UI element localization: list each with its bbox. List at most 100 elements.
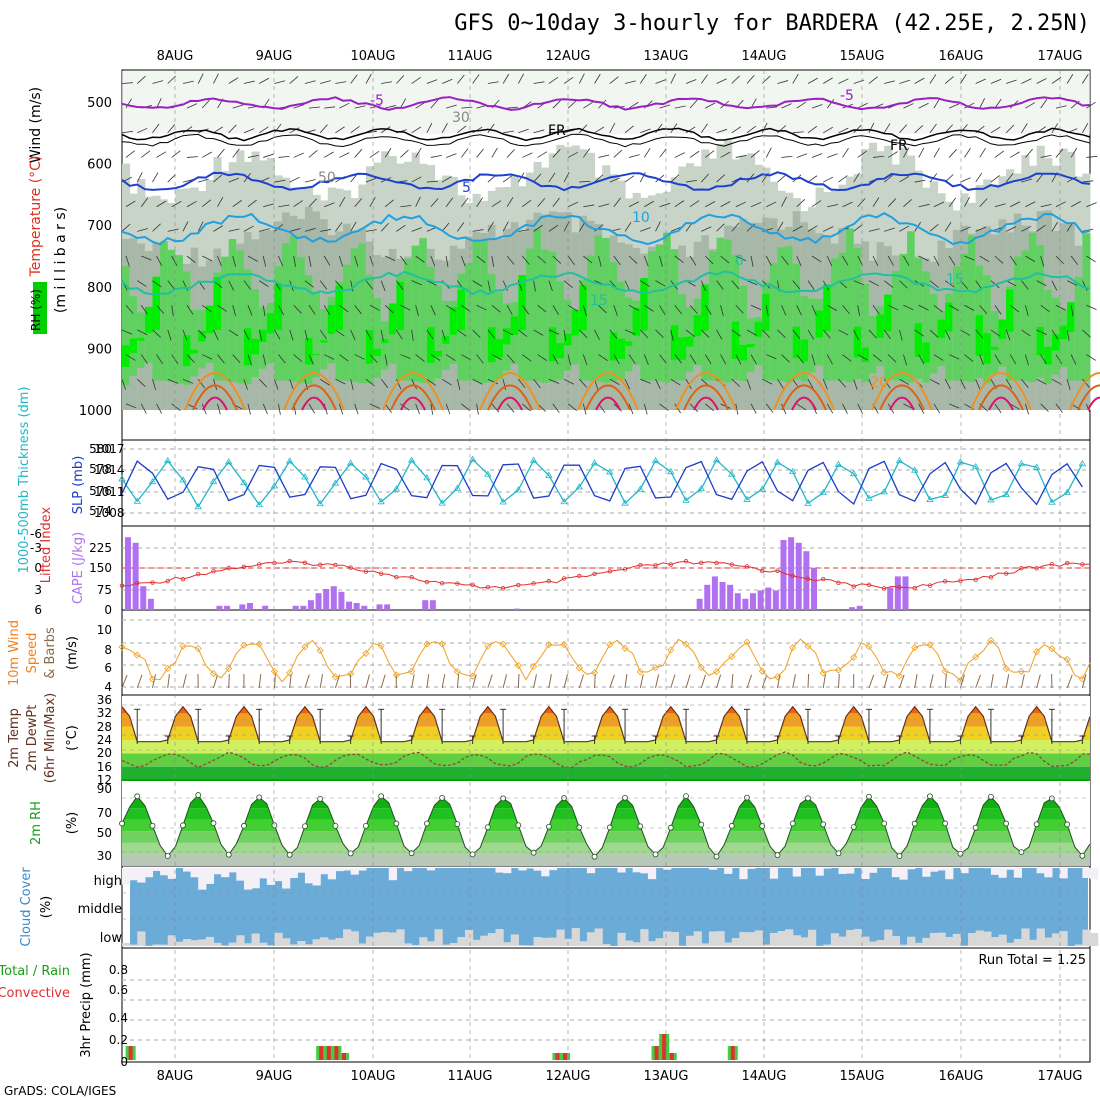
- cloud-high-cell: [1013, 868, 1023, 878]
- thk-marker: [255, 500, 263, 508]
- wind-barb: [507, 106, 519, 109]
- cloud-low-cell: [914, 942, 923, 946]
- cloud-high-cell: [541, 868, 550, 877]
- rh-green-cell: [914, 258, 923, 379]
- rh-marker: [484, 824, 491, 831]
- contour-30: [889, 396, 915, 411]
- wind-barb: [201, 199, 212, 208]
- cape-bar: [330, 586, 337, 610]
- cape-bar: [132, 542, 139, 610]
- cloud-low-cell: [579, 941, 588, 946]
- wind-barb: [1082, 180, 1094, 183]
- rh-green-cell: [152, 283, 161, 381]
- wind-barb: [933, 354, 944, 361]
- wind-tick: 6: [104, 661, 112, 675]
- wind-barb: [537, 304, 547, 313]
- thk-marker: [148, 477, 157, 485]
- upper-tick: 600: [87, 158, 112, 173]
- cape-bar: [361, 605, 368, 610]
- cloud-low-cell: [830, 933, 840, 946]
- rh-green-cell: [358, 243, 367, 384]
- rh-marker: [927, 793, 933, 800]
- cloud-low-cell: [533, 937, 542, 946]
- wind-barb: [339, 255, 344, 267]
- wind-barb: [323, 151, 334, 158]
- wind-barb: [400, 304, 411, 311]
- wind-barb: [1082, 378, 1090, 388]
- wind-barb: [430, 198, 439, 207]
- wind-barb-10m: [411, 674, 415, 689]
- wind-barb: [914, 179, 926, 183]
- temp-ylabel-2: 2m DewPt: [25, 705, 40, 772]
- wind-barb: [339, 196, 346, 207]
- wind-barb: [674, 152, 685, 158]
- rh-marker: [698, 821, 705, 828]
- wind-barb: [826, 255, 833, 267]
- wind-barb: [933, 255, 940, 266]
- wind-barb: [411, 126, 422, 134]
- wind-barb: [121, 223, 131, 232]
- thk-marker: [438, 499, 446, 506]
- wind-barb: [975, 78, 986, 84]
- wind-barb: [411, 227, 423, 232]
- wind-barb: [323, 255, 331, 266]
- cloud-low-cell: [556, 929, 565, 946]
- wind-barb: [944, 221, 952, 232]
- cloud-low-cell: [1036, 928, 1045, 946]
- wind-barb: [872, 155, 884, 158]
- wind-barb: [262, 305, 266, 317]
- wind-barb: [319, 124, 328, 134]
- cloud-low-cell: [259, 942, 268, 946]
- rh-bright-cell: [266, 313, 275, 334]
- wind-barb: [838, 175, 848, 183]
- wind-barb: [960, 226, 971, 232]
- wind-barb: [960, 280, 969, 290]
- cloud-high-cell: [350, 868, 359, 875]
- rh-green-cell: [320, 309, 329, 370]
- rh-green-cell: [434, 285, 443, 379]
- wind-barb: [426, 79, 438, 84]
- wind-barb: [670, 226, 682, 232]
- wind-barb: [461, 148, 469, 158]
- wind-barb: [472, 378, 483, 385]
- cloud-low-cell: [175, 941, 184, 946]
- rh-green-cell: [571, 309, 580, 365]
- cloud-high-cell: [259, 868, 268, 879]
- wind-marker: [225, 665, 233, 673]
- rh-bright-cell: [320, 340, 329, 343]
- wind-barb: [979, 354, 984, 366]
- rh-marker: [1003, 820, 1010, 827]
- wind-barb: [1005, 280, 1017, 287]
- li-line: [122, 560, 1091, 590]
- rh-marker: [911, 820, 918, 827]
- cape-bar: [307, 600, 314, 610]
- wind-barb: [289, 176, 300, 183]
- rh-green-cell: [1036, 245, 1045, 378]
- wind-barb: [533, 280, 536, 292]
- wind-barb: [853, 124, 862, 134]
- wind-barb: [293, 305, 302, 314]
- wind-barb: [293, 104, 305, 109]
- cloud-high-cell: [823, 868, 832, 869]
- rh-green-cell: [251, 289, 260, 377]
- wind-barb: [400, 255, 408, 266]
- date-label-bottom: 10AUG: [350, 1069, 395, 1084]
- wind-marker: [941, 667, 949, 676]
- wind-barb: [197, 221, 204, 232]
- rh-bright-cell: [442, 335, 451, 344]
- wind-barb: [716, 223, 725, 232]
- contour-20: [283, 372, 345, 411]
- cloud-low-cell: [274, 932, 283, 946]
- rh-bright-cell: [495, 339, 504, 358]
- wind-barb: [1066, 73, 1074, 84]
- cape-tick: 0: [104, 603, 112, 617]
- rh-bright-cell: [876, 314, 885, 338]
- date-label-bottom: 9AUG: [256, 1069, 293, 1084]
- wind-barb: [533, 129, 545, 134]
- cloud-low-cell: [449, 943, 458, 946]
- cloud-low-cell: [236, 935, 245, 946]
- wind-barb: [506, 255, 515, 265]
- thk-marker: [225, 458, 233, 465]
- wind-marker: [987, 636, 995, 645]
- wind-barb: [472, 74, 480, 84]
